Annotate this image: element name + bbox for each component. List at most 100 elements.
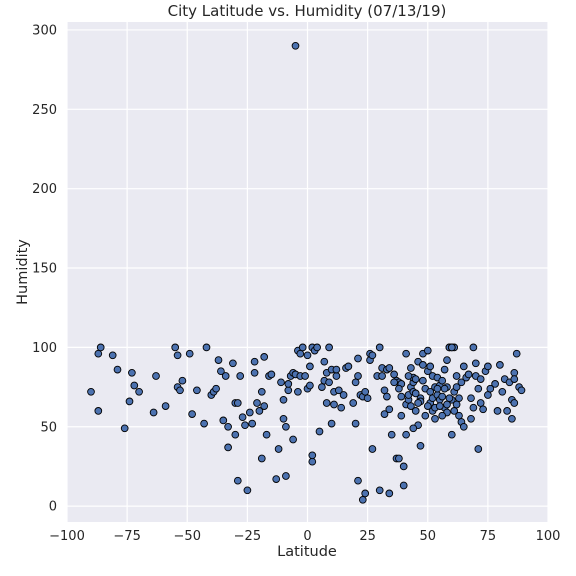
data-point [485, 363, 492, 370]
y-tick-label: 50 [40, 420, 57, 435]
data-point [345, 363, 352, 370]
data-point [189, 411, 196, 418]
data-point [400, 463, 407, 470]
data-point [299, 344, 306, 351]
data-point [453, 373, 460, 380]
data-point [239, 414, 246, 421]
data-point [396, 455, 403, 462]
data-point [509, 415, 516, 422]
data-point [194, 387, 201, 394]
data-point [95, 350, 102, 357]
data-point [391, 371, 398, 378]
data-point [379, 373, 386, 380]
x-tick-labels: −100 −75 −50 −25 0 25 50 75 100 [49, 529, 560, 544]
data-point [472, 360, 479, 367]
data-point [485, 392, 492, 399]
data-point [511, 369, 518, 376]
data-point [307, 382, 314, 389]
data-point [434, 385, 441, 392]
data-point [278, 379, 285, 386]
data-point [244, 487, 251, 494]
data-point [285, 387, 292, 394]
data-point [398, 393, 405, 400]
data-point [246, 409, 253, 416]
data-point [283, 473, 290, 480]
data-point [444, 357, 451, 364]
data-point [172, 344, 179, 351]
data-point [388, 431, 395, 438]
data-point [261, 403, 268, 410]
y-tick-label: 150 [32, 262, 57, 277]
data-point [420, 377, 427, 384]
data-point [215, 357, 222, 364]
x-tick-label: −25 [234, 529, 261, 544]
data-point [518, 387, 525, 394]
data-point [448, 431, 455, 438]
data-point [203, 344, 210, 351]
data-point [427, 363, 434, 370]
data-point [477, 376, 484, 383]
data-point [504, 408, 511, 415]
data-point [230, 360, 237, 367]
data-point [410, 425, 417, 432]
y-tick-label: 100 [32, 341, 57, 356]
data-point [511, 376, 518, 383]
data-point [417, 442, 424, 449]
y-tick-label: 300 [32, 23, 57, 38]
data-point [201, 420, 208, 427]
data-point [364, 395, 371, 402]
data-point [95, 408, 102, 415]
data-point [292, 42, 299, 49]
data-point [362, 388, 369, 395]
data-point [340, 392, 347, 399]
x-tick-label: −100 [49, 529, 85, 544]
data-point [307, 363, 314, 370]
data-point [261, 354, 268, 361]
data-point [333, 366, 340, 373]
data-point [439, 412, 446, 419]
data-point [432, 415, 439, 422]
data-point [448, 344, 455, 351]
data-point [453, 401, 460, 408]
data-point [302, 373, 309, 380]
x-tick-label: 50 [419, 529, 436, 544]
data-point [408, 403, 415, 410]
data-point [213, 385, 220, 392]
data-point [477, 400, 484, 407]
data-point [97, 344, 104, 351]
data-point [384, 393, 391, 400]
data-point [174, 352, 181, 359]
data-point [283, 423, 290, 430]
data-point [326, 344, 333, 351]
data-point [403, 350, 410, 357]
data-point [220, 417, 227, 424]
data-point [258, 455, 265, 462]
data-point [225, 444, 232, 451]
data-point [355, 373, 362, 380]
data-point [456, 395, 463, 402]
data-point [386, 406, 393, 413]
data-point [338, 404, 345, 411]
data-point [391, 379, 398, 386]
data-point [323, 400, 330, 407]
data-point [121, 425, 128, 432]
x-tick-label: −75 [113, 529, 140, 544]
data-point [309, 452, 316, 459]
data-point [314, 344, 321, 351]
data-point [234, 400, 241, 407]
data-point [480, 406, 487, 413]
data-point [350, 400, 357, 407]
data-point [352, 420, 359, 427]
data-point [460, 423, 467, 430]
data-point [376, 344, 383, 351]
data-point [436, 403, 443, 410]
data-point [475, 446, 482, 453]
x-tick-label: −50 [174, 529, 201, 544]
data-point [88, 388, 95, 395]
y-tick-labels: 0 50 100 150 200 250 300 [32, 23, 57, 514]
data-point [186, 350, 193, 357]
data-point [359, 496, 366, 503]
data-point [316, 428, 323, 435]
data-point [129, 369, 136, 376]
